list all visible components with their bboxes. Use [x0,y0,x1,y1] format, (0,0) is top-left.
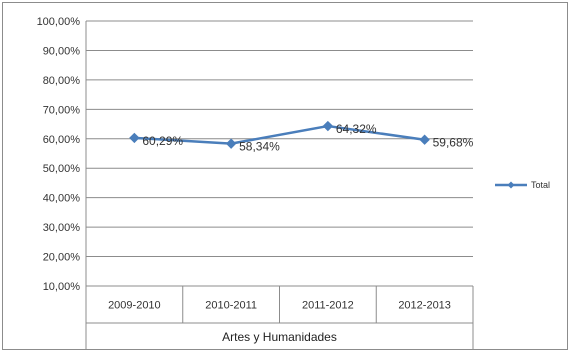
x-category-label: 2011-2012 [302,300,354,312]
y-tick-label: 70,00% [43,104,81,116]
data-point-marker [322,120,334,132]
series-line-total [134,124,425,145]
axes [85,21,474,349]
line-chart: 10,00% 20,00% 30,00% 40,00% 50,00% 60,00% 70,0… [37,16,550,349]
y-tick-label: 50,00% [43,163,81,175]
y-tick-label: 90,00% [43,45,81,57]
data-point-marker [129,132,140,144]
data-point-marker [419,134,430,145]
legend-diamond-marker-icon [507,181,515,189]
data-value-label: 59,68% [433,136,474,150]
y-tick-label: 100,00% [37,16,81,28]
data-value-label: 58,34% [239,140,280,154]
chart-frame: 10,00% 20,00% 30,00% 40,00% 50,00% 60,00% 70,0… [2,2,568,350]
legend: Total [495,180,550,190]
series-total [129,120,430,149]
legend-label-total: Total [531,180,550,190]
y-tick-label: 10,00% [43,281,81,293]
data-value-label: 60,29% [142,134,183,148]
x-category-labels: 2009-2010 2010-2011 2011-2012 2012-2013 [108,300,451,312]
y-tick-labels: 10,00% 20,00% 30,00% 40,00% 50,00% 60,00% 70,0… [37,16,81,293]
y-tick-label: 30,00% [43,222,81,234]
data-value-label: 64,32% [336,122,377,136]
y-tick-label: 20,00% [43,252,81,264]
x-category-label: 2010-2011 [205,300,257,312]
data-labels: 60,29% 58,34% 64,32% 59,68% [142,122,473,154]
y-tick-label: 40,00% [43,193,81,205]
x-category-label: 2009-2010 [108,300,161,312]
x-category-label: 2012-2013 [398,300,451,312]
data-point-marker [225,138,237,149]
x-group-label: Artes y Humanidades [222,330,337,344]
y-tick-label: 80,00% [43,75,81,87]
y-tick-label: 60,00% [43,134,81,146]
